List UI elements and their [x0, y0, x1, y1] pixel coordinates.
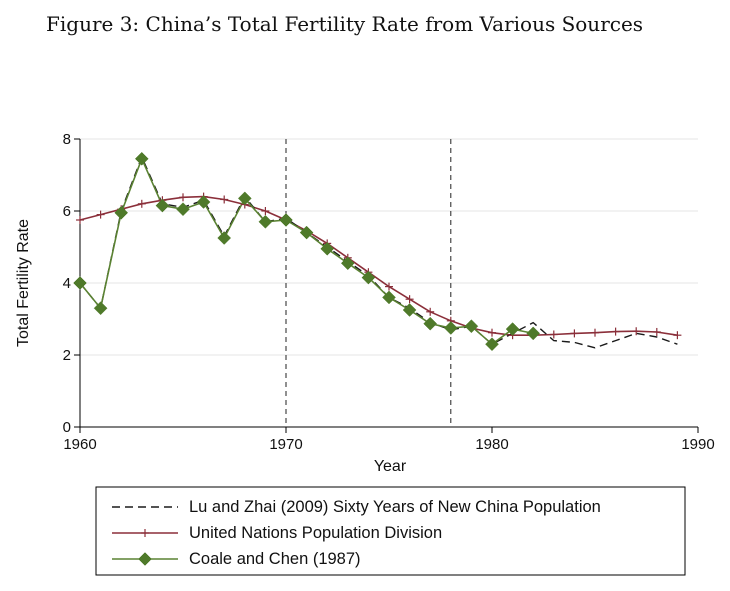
- coale-chen-point-1962: [114, 205, 129, 220]
- x-tick-label-1980: 1980: [475, 436, 508, 453]
- coale-chen-point-1979: [464, 319, 479, 334]
- x-tick-label-1960: 1960: [63, 436, 96, 453]
- un-point-1976: [405, 295, 414, 304]
- coale-chen-point-1965: [176, 202, 190, 217]
- figure-title: Figure 3: China’s Total Fertility Rate f…: [46, 12, 644, 36]
- y-tick-label-6: 6: [63, 203, 71, 220]
- legend-label-un: United Nations Population Division: [189, 524, 442, 542]
- un-point-1987: [632, 327, 641, 336]
- series-line-lu-zhai: [79, 156, 678, 349]
- un-point-1977: [426, 307, 435, 316]
- legend-marker-coale-chen: [138, 552, 152, 566]
- coale-chen-point-1974: [361, 270, 376, 285]
- x-tick-label-1970: 1970: [269, 436, 302, 453]
- coale-chen-point-1966: [196, 195, 211, 209]
- series-layer: [79, 156, 678, 349]
- legend-label-coale-chen: Coale and Chen (1987): [189, 550, 361, 568]
- un-point-1969: [261, 207, 270, 215]
- un-point-1986: [611, 327, 620, 336]
- coale-chen-point-1963: [134, 151, 149, 166]
- un-point-1983: [549, 330, 558, 339]
- un-point-1989: [673, 331, 682, 340]
- un-point-1975: [385, 282, 393, 291]
- coale-chen-point-1972: [320, 241, 335, 256]
- un-point-1965: [179, 193, 187, 202]
- tick-layer: 0 2 4 6 8 1960 1970 1980 1990: [63, 131, 715, 453]
- x-axis-title: Year: [374, 458, 407, 475]
- coale-chen-point-1971: [299, 225, 314, 240]
- un-point-1961: [96, 210, 105, 219]
- un-point-1985: [591, 328, 599, 337]
- legend-items: [112, 506, 178, 566]
- coale-chen-point-1975: [382, 290, 396, 305]
- y-tick-label-2: 2: [63, 347, 71, 364]
- coale-chen-point-1961: [93, 301, 108, 316]
- coale-chen-point-1967: [217, 231, 232, 245]
- y-tick-label-0: 0: [63, 419, 71, 436]
- grid-layer: [80, 138, 698, 356]
- reference-lines: [285, 139, 452, 427]
- series-line-un: [79, 195, 678, 337]
- un-point-1984: [570, 329, 579, 338]
- un-point-1980: [488, 328, 496, 337]
- series-line-coale-chen: [79, 158, 534, 346]
- coale-chen-point-1964: [155, 198, 170, 213]
- legend-box: [95, 486, 686, 576]
- coale-chen-point-1978: [443, 321, 458, 335]
- coale-chen-point-1976: [402, 303, 417, 317]
- legend: Lu and Zhai (2009) Sixty Years of New Ch…: [95, 486, 686, 576]
- x-tick-label-1990: 1990: [681, 436, 714, 453]
- y-tick-label-4: 4: [63, 275, 71, 292]
- coale-chen-point-1969: [258, 214, 273, 229]
- coale-chen-point-1968: [237, 191, 252, 206]
- legend-marker-un: [141, 529, 149, 537]
- coale-chen-point-1960: [73, 276, 87, 290]
- un-point-1963: [137, 199, 146, 208]
- un-point-1988: [652, 327, 661, 336]
- un-point-1967: [220, 195, 229, 204]
- un-point-1960: [76, 216, 84, 224]
- coale-chen-point-1977: [423, 316, 438, 331]
- marker-layer: [73, 151, 682, 352]
- legend-label-lu-zhai: Lu and Zhai (2009) Sixty Years of New Ch…: [189, 498, 601, 516]
- coale-chen-point-1970: [279, 213, 293, 227]
- coale-chen-point-1982: [526, 326, 541, 341]
- y-tick-label-8: 8: [63, 131, 71, 148]
- y-axis-title: Total Fertility Rate: [15, 219, 32, 347]
- coale-chen-point-1981: [505, 322, 520, 336]
- coale-chen-point-1980: [485, 337, 499, 352]
- coale-chen-point-1973: [340, 256, 355, 271]
